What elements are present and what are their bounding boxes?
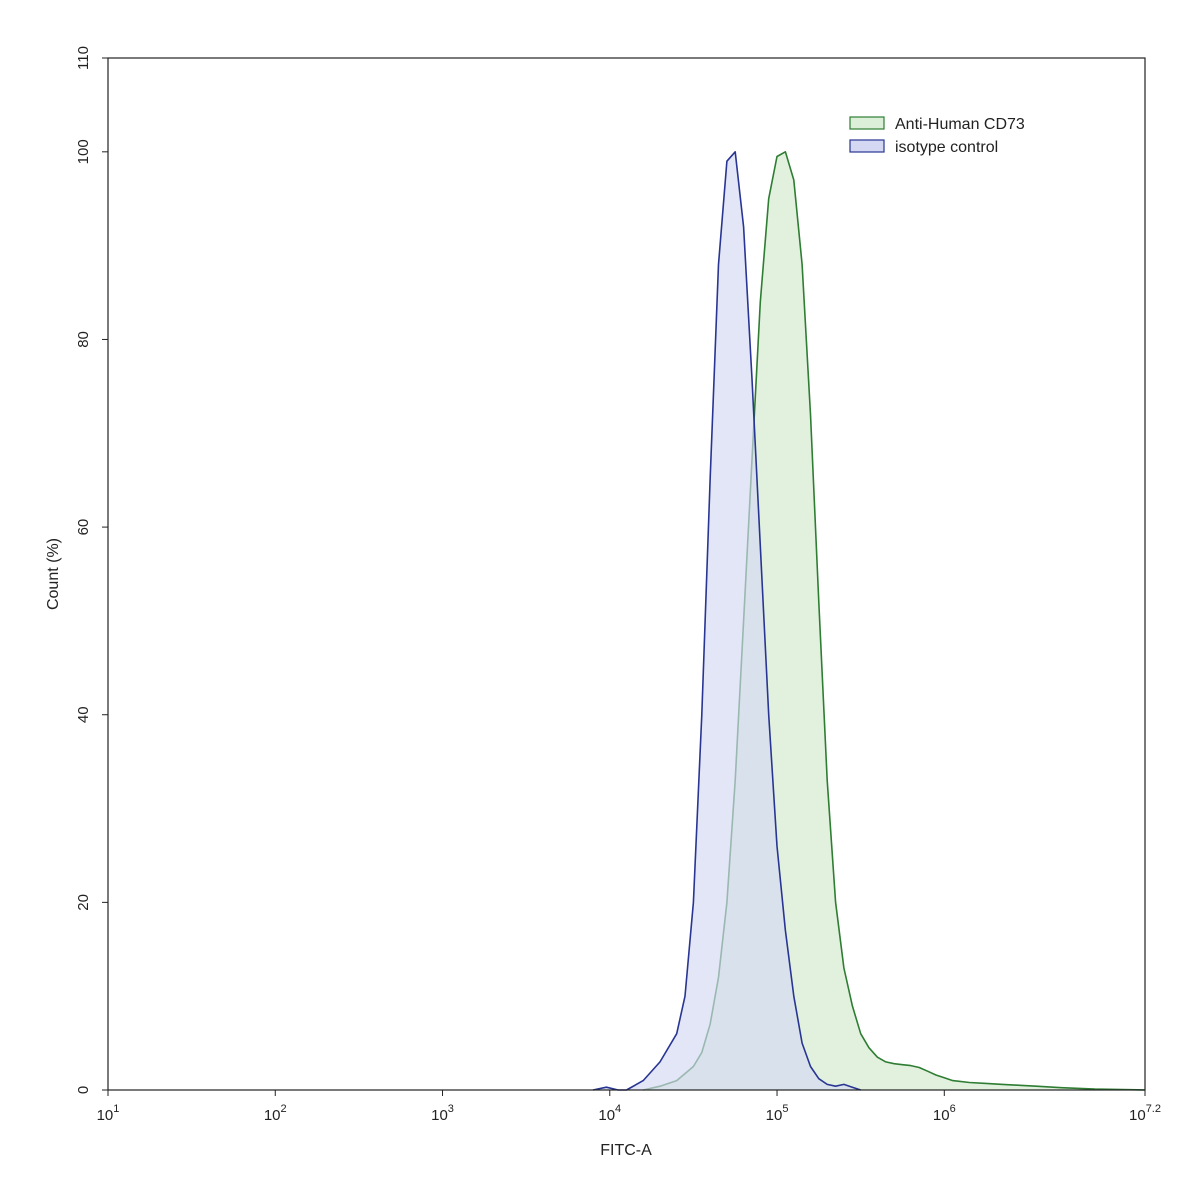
series-line-isotype-control (592, 151, 861, 1091)
y-tick-label: 60 (75, 519, 92, 536)
x-tick-label: 106 (933, 1103, 956, 1124)
x-tick-label: 105 (766, 1103, 789, 1124)
legend-label-anti-human-cd73: Anti-Human CD73 (895, 116, 1025, 133)
y-tick-label: 40 (75, 706, 92, 723)
x-axis-title: FITC-A (600, 1142, 652, 1159)
x-tick-label: 101 (97, 1103, 120, 1124)
legend: Anti-Human CD73 isotype control (849, 116, 1025, 156)
x-tick-label: 104 (598, 1103, 621, 1124)
plot-frame (107, 57, 1146, 1091)
series-layer (592, 151, 1146, 1091)
legend-swatch-anti-human-cd73 (849, 116, 885, 130)
y-tick-label: 0 (75, 1086, 92, 1094)
series-area-isotype-control (593, 151, 861, 1091)
y-tick-label: 20 (75, 894, 92, 911)
axes-layer: 101 102 103 104 105 106 107.2 0 20 40 60 80 100 110 (75, 46, 1161, 1124)
y-tick-label: 80 (75, 331, 92, 348)
y-axis-title: Count (%) (45, 538, 62, 610)
y-tick-label: 110 (75, 46, 92, 70)
y-tick-label: 100 (75, 139, 92, 164)
x-tick-label: 102 (264, 1103, 287, 1124)
legend-swatch-isotype-control (849, 139, 885, 153)
legend-label-isotype-control: isotype control (895, 139, 998, 156)
x-tick-label: 103 (431, 1103, 454, 1124)
x-tick-label: 107.2 (1129, 1103, 1161, 1124)
